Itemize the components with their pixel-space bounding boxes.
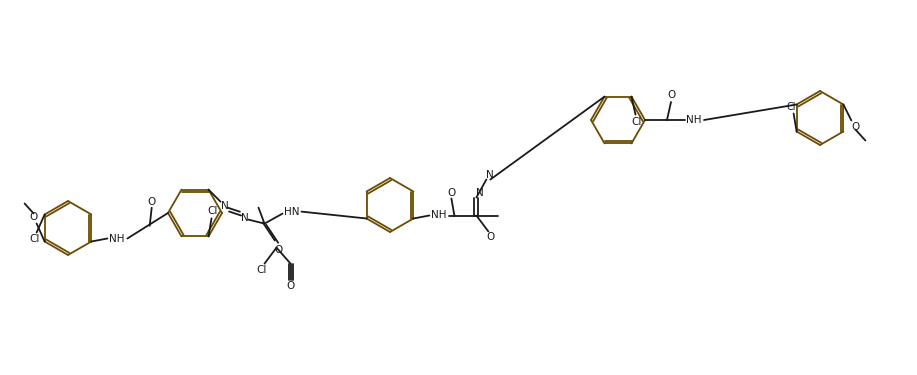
- Text: Cl: Cl: [787, 102, 796, 111]
- Text: O: O: [148, 197, 156, 207]
- Text: O: O: [667, 90, 675, 100]
- Text: Cl: Cl: [257, 265, 267, 274]
- Text: O: O: [274, 244, 282, 255]
- Text: NH: NH: [108, 234, 124, 243]
- Text: O: O: [447, 188, 456, 198]
- Text: N: N: [476, 189, 483, 198]
- Text: Cl: Cl: [207, 206, 217, 216]
- Text: Cl: Cl: [631, 117, 642, 127]
- Text: HN: HN: [283, 207, 299, 217]
- Text: N: N: [221, 201, 228, 211]
- Text: N: N: [485, 171, 493, 180]
- Text: O: O: [851, 122, 859, 132]
- Text: N: N: [240, 213, 249, 223]
- Text: O: O: [29, 213, 38, 222]
- Text: NH: NH: [686, 115, 702, 125]
- Text: O: O: [486, 232, 494, 243]
- Text: NH: NH: [431, 210, 447, 220]
- Text: O: O: [286, 280, 294, 291]
- Text: Cl: Cl: [29, 234, 39, 244]
